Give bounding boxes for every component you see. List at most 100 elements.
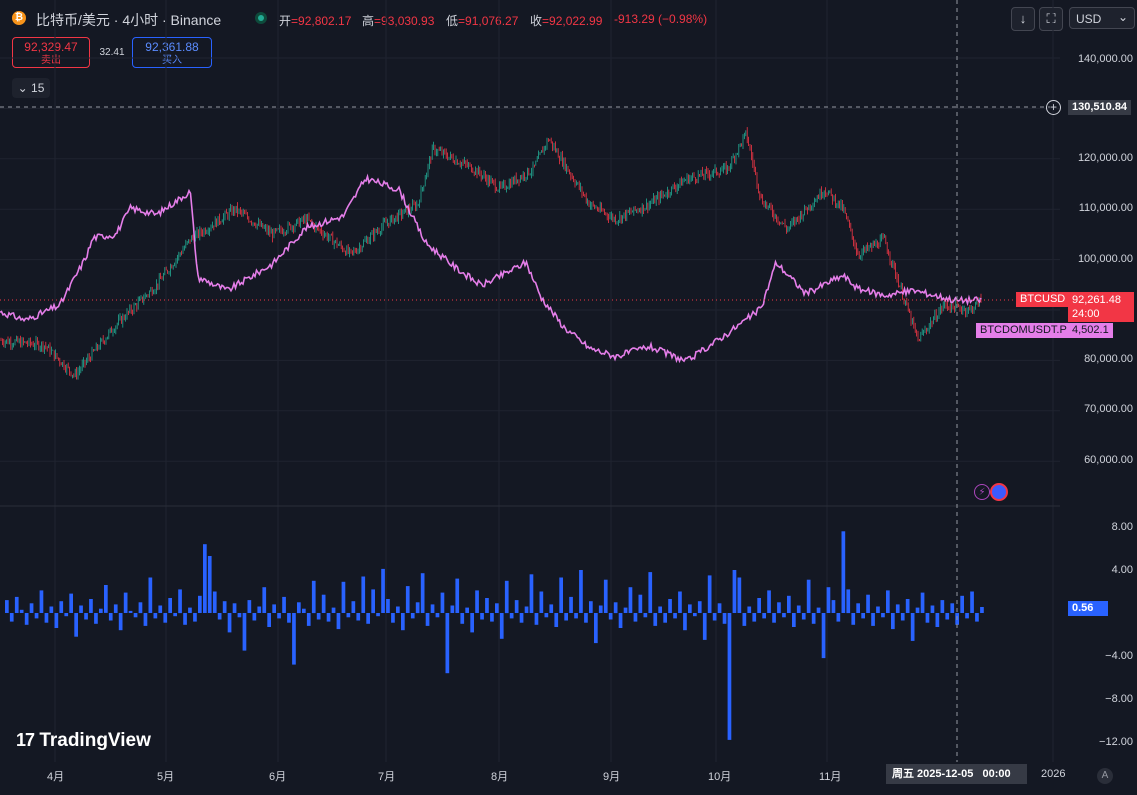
oscillator-bar [886, 590, 890, 613]
time-axis-label: 7月 [378, 771, 396, 783]
oscillator-bar [396, 606, 400, 613]
oscillator-bar [811, 613, 816, 624]
ohlc-low: 低=91,076.27 [446, 12, 518, 29]
oscillator-bars [5, 531, 984, 740]
oscillator-bar [217, 613, 222, 620]
add-alert-icon[interactable]: + [1046, 100, 1061, 115]
oscillator-bar [683, 613, 687, 631]
buy-button[interactable]: 92,361.88 买入 [132, 37, 212, 68]
symbol-title[interactable]: 比特币/美元 · 4小时 · Binance [36, 12, 222, 28]
oscillator-bar [534, 613, 539, 625]
oscillator-bar [564, 613, 568, 621]
oscillator-bar [163, 613, 168, 623]
oscillator-bar [618, 613, 623, 628]
oscillator-bar [866, 594, 870, 613]
auto-scale-button[interactable]: A [1097, 768, 1113, 784]
btcusd-price-label: 92,261.48 24:00 [1068, 292, 1134, 322]
chevron-down-icon: ⌄ [1117, 10, 1128, 24]
oscillator-bar [237, 613, 242, 618]
currency-select[interactable]: USD ⌄ [1069, 7, 1135, 29]
flash-event-icon[interactable]: ⚡ [974, 484, 990, 500]
oscillator-bar [138, 602, 143, 614]
sell-price: 92,329.47 [24, 40, 78, 54]
oscillator-bar [574, 613, 578, 619]
oscillator-bar [316, 613, 321, 620]
oscillator-bar [232, 603, 237, 613]
oscillator-bar [950, 603, 955, 613]
fullscreen-icon[interactable]: ⛶ [1039, 7, 1063, 31]
oscillator-bar [207, 556, 212, 613]
oscillator-bar [975, 613, 979, 622]
price-change: -913.29 (−0.98%) [614, 12, 708, 26]
spread-value: 32.41 [99, 47, 125, 58]
download-arrow-icon[interactable]: ↓ [1011, 7, 1035, 31]
oscillator-bar [29, 603, 34, 613]
oscillator-bar [470, 613, 474, 633]
tradingview-logo[interactable]: 17 TradingView [16, 730, 151, 752]
oscillator-bar [203, 544, 207, 613]
oscillator-bar [747, 606, 752, 613]
oscillator-bar [108, 613, 113, 621]
tradingview-logo-text: TradingView [39, 730, 151, 751]
ohlc-low-label: 低 [446, 14, 459, 28]
oscillator-bar [509, 613, 514, 619]
oscillator-bar [49, 606, 54, 613]
oscillator-bar [702, 613, 707, 640]
oscillator-bar [821, 613, 826, 659]
oscillator-bar [401, 613, 405, 631]
oscillator-bar [742, 613, 747, 626]
bar-countdown: 24:00 [1072, 308, 1100, 320]
time-axis-label: 2026 [1041, 768, 1066, 780]
time-axis-label: 5月 [157, 771, 175, 783]
oscillator-bar [504, 580, 509, 614]
oscillator-bar [851, 613, 856, 625]
oscillator-bar [861, 613, 865, 619]
oscillator-bar [282, 596, 286, 613]
oscillator-bar [673, 613, 677, 619]
indicators-toggle[interactable]: ⌄ 15 [12, 78, 50, 98]
oscillator-bar [193, 613, 197, 622]
oscillator-bar [895, 604, 900, 613]
oscillator-bar [128, 610, 133, 613]
oscillator-bar [302, 608, 306, 613]
sell-button[interactable]: 92,329.47 卖出 [12, 37, 90, 68]
oscillator-bar [480, 613, 484, 620]
price-axis-label: 140,000.00 [1077, 53, 1133, 65]
oscillator-bar [34, 613, 39, 619]
oscillator-bar [940, 600, 945, 613]
oscillator-bar [796, 605, 801, 613]
oscillator-bar [460, 613, 465, 624]
oscillator-bar [465, 607, 469, 613]
oscillator-bar [648, 572, 653, 613]
oscillator-bar [613, 602, 618, 614]
oscillator-bar [787, 595, 791, 613]
oscillator-bar [410, 613, 415, 619]
oscillator-bar [391, 613, 395, 623]
oscillator-bar [980, 607, 984, 613]
oscillator-bar [341, 581, 346, 613]
market-status-icon[interactable] [255, 12, 267, 24]
price-axis-label: 120,000.00 [1077, 152, 1133, 164]
oscillator-bar [801, 613, 806, 620]
oscillator-bar [905, 599, 910, 613]
price-axis-label: 70,000.00 [1084, 403, 1133, 415]
oscillator-bar [584, 613, 588, 623]
osc-current-label: 0.56 [1068, 601, 1108, 616]
btcdom-value-label: 4,502.1 [1068, 323, 1113, 338]
price-axis-label: 60,000.00 [1084, 454, 1133, 466]
us-flag-event-icon[interactable] [990, 483, 1008, 501]
oscillator-bar [688, 604, 692, 613]
oscillator-bar [158, 605, 163, 613]
oscillator-bar [242, 613, 247, 651]
ohlc-high-value: =93,030.93 [374, 14, 435, 28]
oscillator-bar [198, 595, 202, 613]
btcusd-candles [0, 127, 982, 380]
oscillator-bar [559, 577, 563, 613]
oscillator-bar [272, 604, 276, 613]
oscillator-bar [5, 600, 9, 613]
ohlc-high: 高=93,030.93 [362, 12, 434, 29]
time-axis-label: 8月 [491, 771, 509, 783]
oscillator-bar [123, 592, 128, 613]
oscillator-bar [321, 594, 326, 613]
